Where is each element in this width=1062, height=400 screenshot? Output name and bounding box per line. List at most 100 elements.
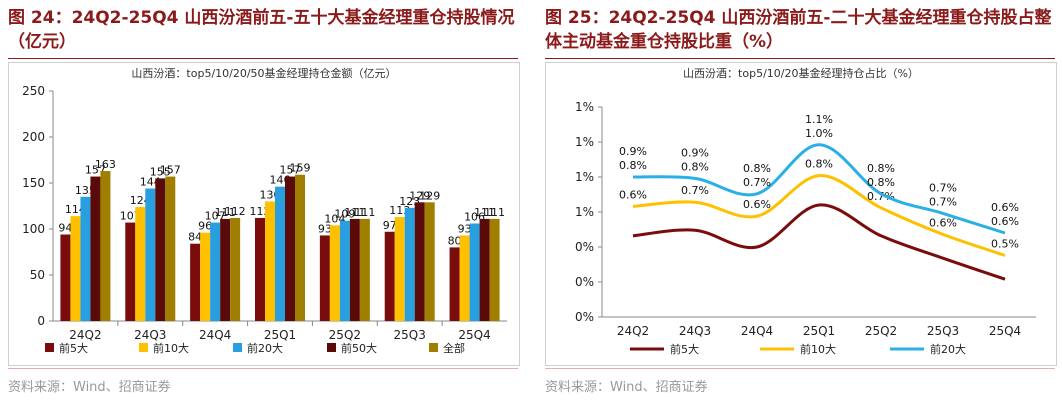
data-label: 0.6% xyxy=(929,216,957,229)
bar xyxy=(155,178,166,321)
data-label: 0.8% xyxy=(743,162,771,175)
data-label: 0.8% xyxy=(805,158,833,171)
bar-value-label: 129 xyxy=(419,189,440,202)
bar-chart-title: 山西汾酒：top5/10/20/50基金经理持仓金额（亿元） xyxy=(131,66,396,80)
figure-25-title: 图 25：24Q2-25Q4 山西汾酒前五-二十大基金经理重仓持股占整体主动基金… xyxy=(545,8,1052,52)
bar xyxy=(449,247,460,321)
figure-24-source: 资料来源：Wind、招商证券 xyxy=(8,380,171,395)
data-label: 0.5% xyxy=(991,237,1019,250)
data-label: 0.7% xyxy=(929,181,957,194)
bar-value-label: 84 xyxy=(188,231,202,244)
bar-value-label: 111 xyxy=(484,206,505,219)
bar-value-label: 94 xyxy=(58,222,72,235)
bar xyxy=(459,235,470,321)
bar xyxy=(210,222,221,321)
source-rule xyxy=(545,368,1055,369)
figure-24-panel: 图 24：24Q2-25Q4 山西汾酒前五-五十大基金经理重仓持股情况（亿元） … xyxy=(0,0,525,400)
bar xyxy=(135,206,146,321)
bar-value-label: 111 xyxy=(354,206,375,219)
y-tick-label: 0 xyxy=(37,314,45,328)
line-chart: 山西汾酒：top5/10/20基金经理持仓占比（%） 0% 0% 0% 1% 1% 1% 1… xyxy=(575,66,1036,356)
bar xyxy=(479,218,490,321)
bar xyxy=(339,220,350,321)
bar xyxy=(285,176,295,321)
bar-value-label: 93 xyxy=(458,222,472,235)
data-label: 0.6% xyxy=(991,201,1019,214)
data-label: 0.6% xyxy=(619,188,647,201)
bar xyxy=(319,235,330,321)
legend-label: 前5大 xyxy=(670,342,699,356)
bar xyxy=(200,232,211,321)
legend-label: 全部 xyxy=(443,341,465,355)
series-line xyxy=(632,143,1006,235)
bar-value-label: 157 xyxy=(280,164,301,177)
x-tick-label: 25Q3 xyxy=(927,324,959,338)
bar xyxy=(414,202,425,321)
x-tick-label: 25Q1 xyxy=(264,328,296,342)
data-label: 0.7% xyxy=(681,184,709,197)
x-tick-label: 25Q4 xyxy=(989,324,1021,338)
bar xyxy=(255,217,265,321)
legend-label: 前50大 xyxy=(341,341,377,355)
y-tick-label: 250 xyxy=(22,84,45,98)
bar xyxy=(190,243,201,321)
bar xyxy=(125,222,136,321)
bar xyxy=(404,207,415,321)
figure-25-panel: 图 25：24Q2-25Q4 山西汾酒前五-二十大基金经理重仓持股占整体主动基金… xyxy=(537,0,1062,400)
bar-value-label: 80 xyxy=(448,234,462,247)
bar-value-label: 111 xyxy=(474,206,495,219)
title-rule xyxy=(8,58,518,59)
bar-value-label: 97 xyxy=(383,219,397,232)
x-tick-label: 24Q2 xyxy=(69,328,101,342)
x-tick-label: 25Q2 xyxy=(865,324,897,338)
x-tick-label: 24Q3 xyxy=(679,324,711,338)
y-tick-label: 1% xyxy=(575,100,594,114)
bar-value-label: 155 xyxy=(150,165,171,178)
line-chart-title: 山西汾酒：top5/10/20基金经理持仓占比（%） xyxy=(683,66,919,80)
data-label: 0.6% xyxy=(743,198,771,211)
data-label: 0.8% xyxy=(867,162,895,175)
data-label: 0.8% xyxy=(619,159,647,172)
data-label: 0.7% xyxy=(929,195,957,208)
y-tick-label: 1% xyxy=(575,205,594,219)
bar xyxy=(275,186,285,321)
x-tick-label: 25Q2 xyxy=(329,328,361,342)
title-rule xyxy=(545,58,1055,59)
y-tick-label: 50 xyxy=(30,268,45,282)
bar xyxy=(424,202,435,321)
bar xyxy=(394,217,405,321)
x-tick-label: 24Q3 xyxy=(134,328,166,342)
bar-value-label: 96 xyxy=(198,220,212,233)
bar-value-label: 112 xyxy=(225,205,246,218)
bar-value-label: 111 xyxy=(344,206,365,219)
bar xyxy=(295,174,305,321)
data-label: 1.1% xyxy=(805,113,833,126)
y-tick-label: 0% xyxy=(575,240,594,254)
bar-value-label: 129 xyxy=(409,189,430,202)
series-line xyxy=(632,203,1006,281)
bar xyxy=(384,231,395,321)
bar xyxy=(70,216,81,321)
bar-chart-frame: 山西汾酒：top5/10/20/50基金经理持仓金额（亿元） 0 50 100 150… xyxy=(8,62,520,366)
data-label: 0.8% xyxy=(681,160,709,173)
x-tick-label: 24Q4 xyxy=(741,324,773,338)
y-tick-label: 1% xyxy=(575,170,594,184)
x-tick-label: 24Q4 xyxy=(199,328,231,342)
legend-label: 前20大 xyxy=(247,341,283,355)
bar xyxy=(329,225,340,321)
data-label: 0.8% xyxy=(867,176,895,189)
data-label: 0.9% xyxy=(619,145,647,158)
source-rule xyxy=(8,368,518,369)
x-tick-label: 25Q3 xyxy=(394,328,426,342)
legend-label: 前10大 xyxy=(800,342,836,356)
bar xyxy=(359,218,370,321)
y-tick-label: 150 xyxy=(22,176,45,190)
x-tick-label: 25Q1 xyxy=(803,324,835,338)
legend-label: 前20大 xyxy=(930,342,966,356)
legend-label: 前5大 xyxy=(59,341,88,355)
bar xyxy=(165,176,176,321)
y-tick-label: 0% xyxy=(575,275,594,289)
x-tick-label: 24Q2 xyxy=(617,324,649,338)
legend-swatch xyxy=(45,343,54,352)
bar xyxy=(220,218,231,321)
